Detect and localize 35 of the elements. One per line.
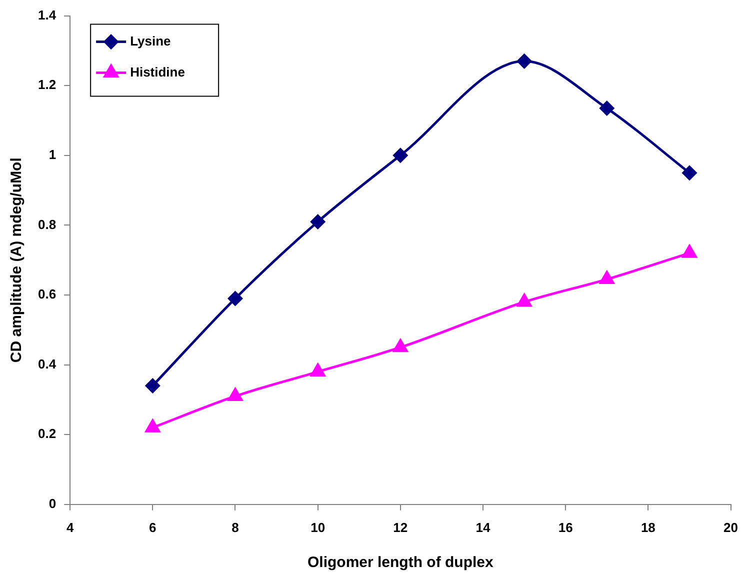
x-tick-label: 14 xyxy=(476,520,492,535)
y-axis-title: CD amplitude (A) mdeg/uMol xyxy=(8,158,26,363)
point xyxy=(600,101,614,116)
point xyxy=(682,166,697,180)
x-tick-label: 18 xyxy=(640,520,656,535)
y-tick-label: 1.4 xyxy=(38,7,57,22)
x-tick-label: 12 xyxy=(393,520,408,535)
point xyxy=(517,54,532,68)
point xyxy=(228,291,242,306)
point xyxy=(393,339,408,352)
y-tick-label: 0.6 xyxy=(38,286,56,302)
point xyxy=(145,378,160,393)
x-tick-label: 16 xyxy=(558,520,573,535)
y-tick-label: 0 xyxy=(48,496,56,511)
x-tick-label: 4 xyxy=(66,520,74,535)
point xyxy=(228,388,243,401)
x-tick-label: 8 xyxy=(232,520,239,535)
point xyxy=(145,419,160,432)
point xyxy=(682,244,697,258)
point xyxy=(600,271,614,284)
point xyxy=(393,148,408,163)
x-tick-label: 10 xyxy=(310,520,326,535)
point xyxy=(310,214,326,229)
y-tick-label: 0.8 xyxy=(38,216,56,232)
y-tick-label: 1 xyxy=(48,146,56,162)
x-tick-label: 20 xyxy=(724,520,738,535)
x-axis-title: Oligomer length of duplex xyxy=(308,554,494,572)
y-tick-label: 1.2 xyxy=(38,77,56,92)
y-tick-label: 0.4 xyxy=(38,356,57,372)
legend-label: Histidine xyxy=(130,64,185,80)
point xyxy=(516,294,532,307)
legend-label: Lysine xyxy=(130,33,171,48)
x-tick-label: 6 xyxy=(149,520,156,535)
point xyxy=(310,364,326,377)
y-tick-label: 0.2 xyxy=(38,426,56,442)
